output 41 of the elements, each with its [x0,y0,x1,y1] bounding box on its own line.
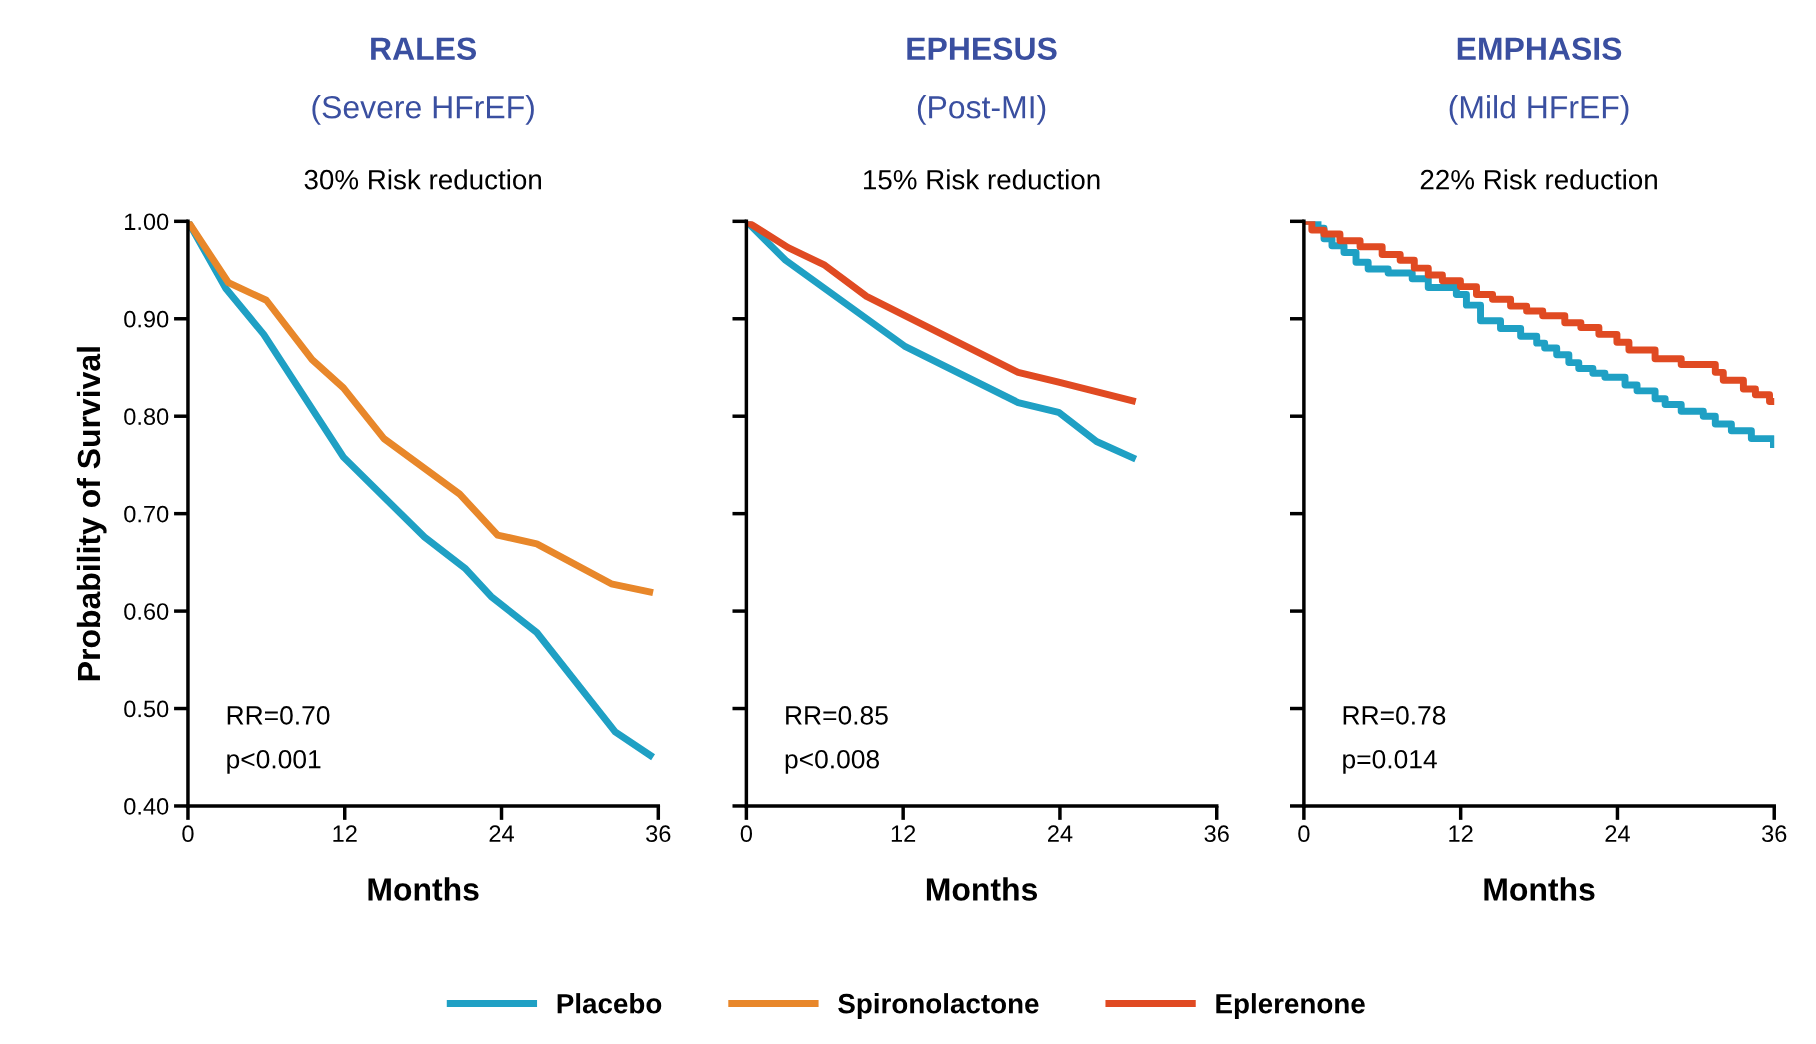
legend-label: Placebo [557,993,662,1014]
x-tick-label: 12 [891,825,916,842]
y-tick-label: 0.90 [124,310,169,328]
annotation: p<0.008 [785,749,879,774]
legend-label: Eplerenone [1216,993,1365,1019]
chart-title: EMPHASIS [1457,37,1622,61]
x-tick-label: 12 [1449,825,1473,842]
x-axis-title: Months [1484,877,1595,901]
x-tick-label: 0 [182,825,194,843]
chart-subtitle: (Post-MI) [917,95,1046,125]
legend-label: Spironolactone [838,993,1039,1019]
y-tick-label: 0.50 [124,700,169,718]
chart-title: EPHESUS [907,37,1057,61]
text: 30% Risk reduction [304,169,541,190]
text: 15% Risk reduction [864,169,1100,190]
x-axis-title: Months [926,877,1038,901]
y-axis-title: Probability of Survival [76,347,107,681]
y-tick-label: 0.40 [124,798,169,815]
x-tick-label: 36 [1762,825,1787,843]
annotation: RR=0.78 [1343,706,1446,725]
x-tick-label: 36 [646,825,671,843]
y-tick-label: 1.00 [125,213,169,231]
chart-subtitle: (Severe HFrEF) [312,95,534,125]
y-tick-label: 0.80 [124,408,169,425]
chart-title: RALES [371,37,477,61]
annotation: p=0.014 [1343,749,1437,774]
x-tick-label: 12 [333,825,357,842]
x-tick-label: 0 [740,825,753,843]
annotation: RR=0.85 [786,706,888,725]
chart-subtitle: (Mild HFrEF) [1449,95,1629,125]
x-tick-label: 0 [1298,825,1310,843]
x-tick-label: 24 [1048,825,1073,842]
x-axis-title: Months [368,877,479,901]
y-tick-label: 0.70 [124,505,169,523]
annotation: p<0.001 [227,749,321,774]
x-tick-label: 36 [1204,825,1229,843]
annotation: RR=0.70 [227,706,330,725]
x-tick-label: 24 [1605,825,1630,842]
text: 22% Risk reduction [1420,169,1657,190]
x-tick-label: 24 [489,825,514,842]
y-tick-label: 0.60 [124,603,169,620]
